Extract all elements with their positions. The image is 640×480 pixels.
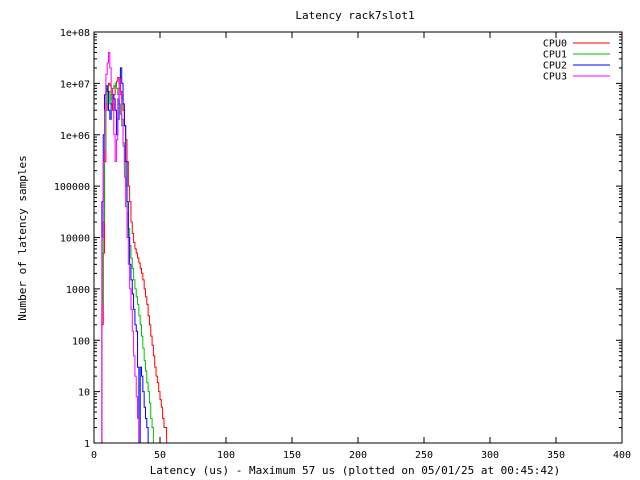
y-tick-label: 100 (72, 336, 90, 347)
plot-frame (93, 31, 623, 444)
legend-label-cpu0: CPU0 (543, 39, 567, 50)
y-tick-label: 1e+06 (60, 131, 90, 142)
legend-label-cpu2: CPU2 (543, 61, 567, 72)
y-tick-label: 10 (78, 388, 90, 399)
x-tick-label: 400 (613, 450, 631, 461)
series-line-cpu1 (100, 82, 155, 444)
y-tick-label: 1000 (66, 285, 90, 296)
legend-label-cpu3: CPU3 (543, 72, 567, 83)
x-tick-label: 200 (349, 450, 367, 461)
x-tick-label: 250 (415, 450, 433, 461)
x-tick-label: 150 (283, 450, 301, 461)
y-tick-label: 100000 (54, 182, 90, 193)
series-line-cpu2 (100, 67, 150, 444)
y-tick-label: 1e+07 (60, 79, 90, 90)
y-axis-label: Number of latency samples (16, 155, 29, 321)
series-line-cpu3 (100, 51, 141, 444)
legend-label-cpu1: CPU1 (543, 50, 567, 61)
x-tick-label: 50 (154, 450, 166, 461)
y-tick-label: 1 (84, 439, 90, 450)
y-tick-label: 10000 (60, 234, 90, 245)
series-layer (100, 51, 171, 444)
tick-layer: 1 10 100 1000 10000 100000 1e+06 1e+07 1e+08 0 50 1… (54, 28, 631, 461)
x-axis-label: Latency (us) - Maximum 57 us (plotted on… (150, 464, 561, 477)
x-tick-label: 100 (217, 450, 235, 461)
x-tick-label: 350 (547, 450, 565, 461)
chart-title: Latency rack7slot1 (295, 9, 414, 22)
y-tick-label: 1e+08 (60, 28, 90, 39)
x-tick-label: 300 (481, 450, 499, 461)
series-line-cpu0 (100, 77, 171, 444)
x-tick-label: 0 (91, 450, 97, 461)
